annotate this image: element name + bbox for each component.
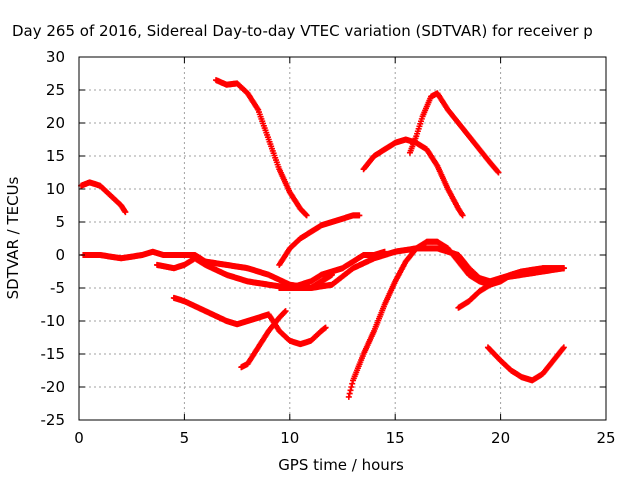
series-arc-10	[345, 238, 567, 400]
chart-title: Day 265 of 2016, Sidereal Day-to-day VTE…	[12, 22, 593, 40]
x-tick-label: 5	[180, 429, 190, 447]
x-tick-label: 25	[596, 429, 615, 447]
y-tick-label: -10	[41, 312, 66, 330]
y-axis-ticks: 30 25 20 15 10 5 0 -5 -10 -15 -20 -25	[41, 48, 606, 429]
series-arc-8	[170, 294, 329, 348]
series-arc-1	[78, 179, 129, 216]
y-tick-label: -25	[41, 411, 66, 429]
x-tick-label: 0	[74, 429, 84, 447]
data-series-layer	[78, 77, 567, 400]
data-point	[347, 387, 354, 394]
y-tick-label: 0	[55, 246, 65, 264]
series-arc-6	[153, 255, 335, 291]
grid	[79, 57, 606, 420]
y-axis-label: SDTVAR / TECUs	[4, 176, 22, 299]
y-tick-label: -5	[50, 279, 65, 297]
y-tick-label: -15	[41, 345, 66, 363]
x-tick-label: 10	[280, 429, 299, 447]
x-tick-label: 15	[386, 429, 405, 447]
data-point	[346, 390, 353, 397]
series-arc-12	[484, 344, 567, 384]
data-point	[560, 265, 567, 272]
data-point	[348, 384, 355, 390]
series-arc-13	[276, 248, 388, 291]
series-arc-9	[238, 308, 289, 371]
y-tick-label: 15	[46, 147, 65, 165]
x-tick-label: 20	[491, 429, 510, 447]
x-axis-ticks: 0 5 10 15 20 25	[74, 57, 616, 447]
data-point	[345, 393, 352, 400]
y-tick-label: 5	[55, 213, 65, 231]
plot-frame	[78, 56, 607, 421]
y-tick-label: 20	[46, 114, 65, 132]
data-point	[303, 212, 310, 219]
series-arc-11	[455, 265, 567, 311]
data-point	[322, 324, 329, 331]
x-axis-label: GPS time / hours	[278, 456, 404, 474]
data-point	[381, 248, 388, 255]
y-tick-label: 30	[46, 48, 65, 66]
data-point	[349, 380, 356, 387]
data-point	[459, 212, 466, 219]
data-point	[356, 212, 363, 219]
data-point	[560, 344, 567, 351]
series-arc-2	[213, 77, 310, 219]
series-arc-4	[406, 90, 502, 176]
y-tick-label: 10	[46, 180, 65, 198]
data-point	[494, 168, 501, 175]
data-point	[282, 308, 289, 315]
series-arc-7	[276, 212, 363, 268]
series-arc-3	[360, 136, 466, 219]
data-point	[122, 209, 129, 216]
y-tick-label: 25	[46, 81, 65, 99]
data-point	[495, 169, 502, 176]
data-point	[560, 345, 567, 352]
y-tick-label: -20	[41, 378, 66, 396]
